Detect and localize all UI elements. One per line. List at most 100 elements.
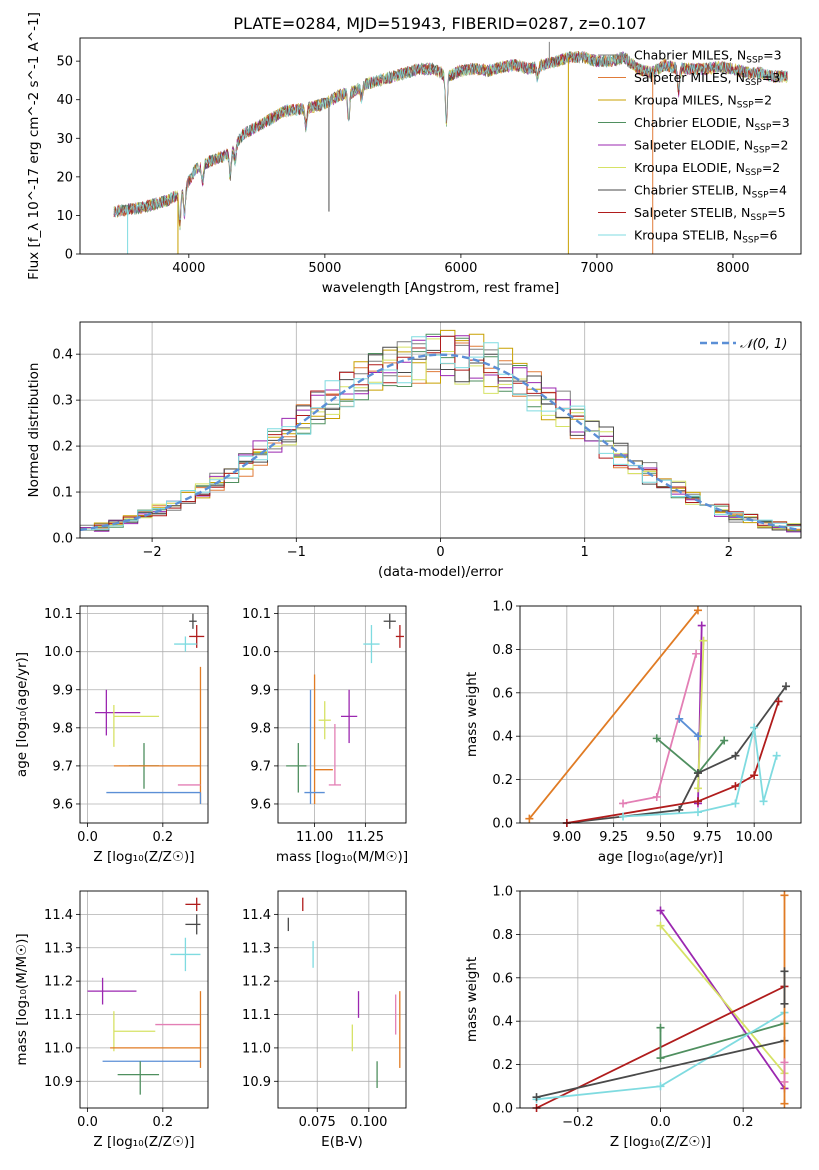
weight-marker [780, 1099, 789, 1108]
weight-marker [532, 1093, 541, 1102]
axes-frame [79, 890, 209, 1109]
y-tick-label: 11.4 [44, 908, 73, 923]
y-tick-label: 0.4 [52, 348, 73, 363]
y-tick-label: 0.8 [492, 643, 513, 658]
x-tick-label: 0.2 [152, 830, 173, 845]
errorbar-point [95, 689, 141, 736]
ticks: 0.0 0.2 10.9 11.0 11.1 11.2 11.3 11.4 [44, 908, 173, 1130]
y-tick-label: 9.8 [52, 721, 73, 736]
legend-sub: SSP [753, 146, 770, 156]
legend-text: Salpeter ELODIE, N [634, 138, 753, 153]
mass-weight-vs-age-chart: 9.00 9.25 9.50 9.75 10.00 0.0 0.2 0.4 0.6 0.8 1.0 a… [464, 600, 802, 865]
mass-weight-vs-z-chart: −0.2 0.0 0.2 0.0 0.2 0.4 0.6 0.8 1.0 Z [log₁₀(Z/Z… [464, 885, 802, 1150]
errorbar-point [318, 701, 331, 740]
weight-marker [750, 723, 759, 732]
weight-marker [656, 1082, 665, 1091]
legend-sub: SSP [746, 56, 763, 66]
legend-tail: =6 [759, 228, 777, 243]
x-axis-label: Z [log₁₀(Z/Z☉)] [610, 1134, 711, 1150]
errorbar-point [87, 977, 137, 1005]
weight-lines [525, 606, 791, 827]
y-tick-label: 50 [56, 55, 73, 70]
errorbar-points [286, 613, 404, 804]
weight-line [678, 718, 699, 737]
legend-text: Kroupa ELODIE, N [634, 160, 745, 175]
grid [80, 606, 208, 823]
y-tick-label: 11.1 [242, 1008, 271, 1023]
x-axis-label: Z [log₁₀(Z/Z☉)] [93, 849, 194, 865]
y-tick-label: 10.1 [242, 607, 271, 622]
x-tick-label: 0.100 [350, 1115, 387, 1130]
ticks: 11.00 11.25 9.6 9.7 9.8 9.9 10.0 10.1 [242, 607, 384, 845]
weight-series [619, 649, 701, 808]
y-tick-label: 0.3 [52, 394, 73, 409]
axes-frame [79, 605, 209, 824]
errorbar-point [185, 914, 201, 935]
x-tick-label: 2 [725, 545, 733, 560]
weight-marker [693, 769, 702, 778]
weight-marker [780, 999, 789, 1008]
errorbar-point [106, 791, 202, 804]
x-tick-label: 11.25 [347, 830, 384, 845]
legend-tail: =3 [763, 48, 781, 63]
y-tick-label: 0.0 [492, 817, 513, 832]
x-axis-label: age [log₁₀(age/yr)] [598, 849, 723, 865]
legend-tail: =3 [771, 115, 789, 130]
y-axis-label: Normed distribution [26, 363, 42, 498]
y-tick-label: 10.1 [44, 607, 73, 622]
legend-text: Chabrier ELODIE, N [634, 115, 754, 130]
errorbar-point [113, 666, 202, 804]
x-tick-label: 1 [581, 545, 589, 560]
legend-sub: SSP [745, 78, 762, 88]
legend-sub: SSP [745, 168, 762, 178]
weight-marker [731, 751, 740, 760]
x-tick-label: −1 [287, 545, 306, 560]
legend-sub: SSP [750, 213, 767, 223]
weight-marker [525, 814, 534, 823]
legend-text: Kroupa MILES, N [634, 93, 737, 108]
legend-label: Kroupa MILES, NSSP=2 [634, 93, 772, 111]
legend-sub: SSP [737, 101, 754, 111]
weight-marker [693, 732, 702, 741]
spectrum-chart: 4000 5000 6000 7000 8000 0 10 20 30 40 50 wavelengt… [26, 12, 802, 296]
legend-text: Salpeter MILES, N [634, 70, 745, 85]
age-vs-z-chart: 0.0 0.2 9.6 9.7 9.8 9.9 10.0 10.1 Z [log₁₀(Z/Z☉)… [14, 605, 209, 865]
spectrum-line [113, 50, 788, 221]
y-tick-label: 9.8 [250, 721, 271, 736]
y-tick-label: 9.9 [250, 683, 271, 698]
x-tick-label: 11.00 [296, 830, 333, 845]
ticks: 4000 5000 6000 7000 8000 0 10 20 30 40 50 [56, 55, 749, 276]
legend-text: Salpeter STELIB, N [634, 205, 750, 220]
errorbar-point [110, 991, 202, 1068]
weight-line [659, 1022, 785, 1060]
x-axis-label: Z [log₁₀(Z/Z☉)] [93, 1134, 194, 1150]
x-tick-label: 9.75 [693, 830, 722, 845]
weight-line [536, 1039, 785, 1099]
y-tick-label: 11.3 [242, 941, 271, 956]
legend-sub: SSP [754, 123, 771, 133]
weight-marker [656, 906, 665, 915]
weight-marker [780, 891, 789, 900]
x-tick-label: 0.2 [152, 1115, 173, 1130]
weight-marker [656, 1023, 665, 1032]
weight-marker [774, 697, 783, 706]
weight-marker [656, 921, 665, 930]
spectrum-lines [113, 41, 788, 254]
y-tick-label: 9.7 [250, 759, 271, 774]
weight-marker [731, 782, 740, 791]
axes-frame [519, 890, 802, 1109]
weight-marker [652, 792, 661, 801]
y-tick-label: 30 [56, 132, 73, 147]
weight-series [780, 967, 789, 1008]
weight-lines [532, 891, 789, 1112]
weight-marker [619, 799, 628, 808]
weight-line [659, 925, 786, 1074]
y-tick-label: 9.6 [250, 797, 271, 812]
y-tick-label: 10.9 [44, 1075, 73, 1090]
weight-marker [699, 636, 708, 645]
weight-marker [780, 967, 789, 976]
weight-marker [693, 808, 702, 817]
errorbar-points [95, 613, 205, 804]
legend-tail: =3 [762, 70, 780, 85]
